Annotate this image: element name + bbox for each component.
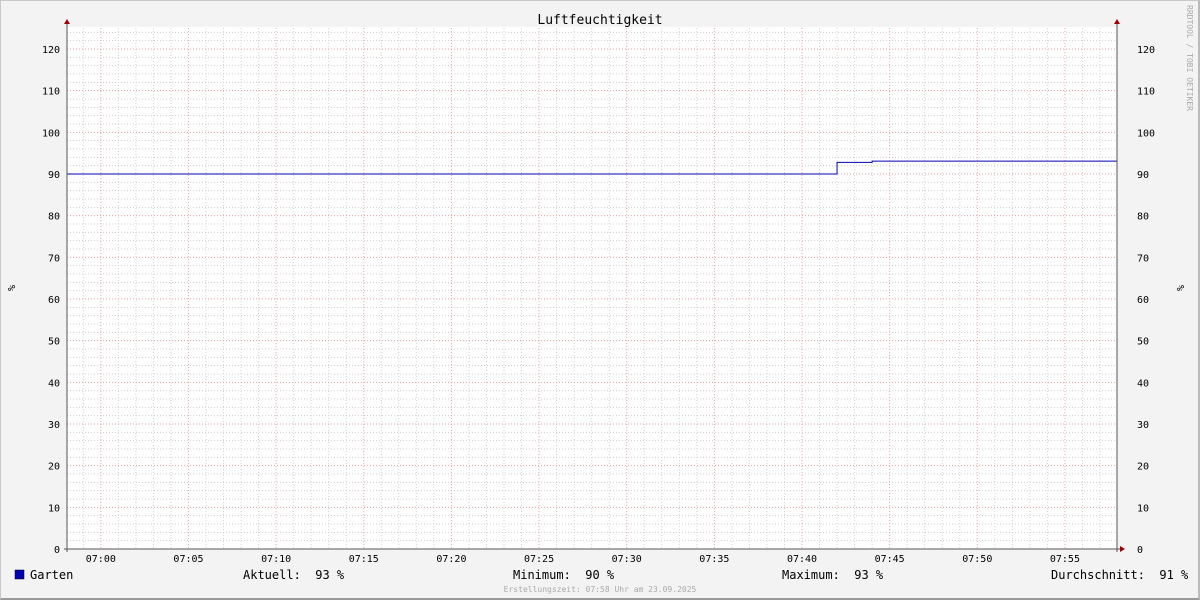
footer-timestamp: Erstellungszeit: 07:58 Uhr am 23.09.2025 xyxy=(504,585,697,594)
y-tick-label-right: 0 xyxy=(1137,545,1143,556)
series-line-garten xyxy=(67,160,1117,175)
y-tick-label-right: 60 xyxy=(1137,295,1149,306)
y-tick-label-left: 0 xyxy=(54,545,60,556)
x-tick-label: 07:20 xyxy=(436,554,466,565)
x-tick-label: 07:15 xyxy=(349,554,379,565)
grid xyxy=(67,28,1117,549)
legend-series-name: Garten xyxy=(30,568,73,582)
legend-durchschnitt: Durchschnitt: 91 % xyxy=(1051,568,1189,582)
y-tick-label-left: 90 xyxy=(48,170,60,181)
plot-area xyxy=(67,27,1117,549)
x-axis-arrow xyxy=(1120,546,1125,552)
x-tick-label: 07:40 xyxy=(787,554,817,565)
x-tick-label: 07:45 xyxy=(875,554,905,565)
y-tick-label-left: 120 xyxy=(42,45,60,56)
x-tick-label: 07:00 xyxy=(86,554,116,565)
x-tick-label: 07:50 xyxy=(962,554,992,565)
y-tick-label-right: 30 xyxy=(1137,420,1149,431)
y-tick-label-right: 100 xyxy=(1137,128,1155,139)
y-tick-label-left: 70 xyxy=(48,253,60,264)
y-tick-label-right: 20 xyxy=(1137,462,1149,473)
x-tick-label: 07:55 xyxy=(1050,554,1080,565)
legend-swatch xyxy=(14,569,25,580)
y-axis-arrow-right xyxy=(1114,19,1120,24)
x-tick-label: 07:25 xyxy=(524,554,554,565)
y-tick-label-right: 90 xyxy=(1137,170,1149,181)
legend-aktuell: Aktuell: 93 % xyxy=(243,568,345,582)
chart-title: Luftfeuchtigkeit xyxy=(537,13,662,28)
y-tick-label-left: 40 xyxy=(48,378,60,389)
watermark: RRDTOOL / TOBI OETIKER xyxy=(1185,5,1194,111)
y-tick-label-left: 20 xyxy=(48,462,60,473)
y-tick-label-left: 100 xyxy=(42,128,60,139)
x-tick-label: 07:05 xyxy=(173,554,203,565)
y-tick-label-left: 30 xyxy=(48,420,60,431)
y-tick-label-left: 80 xyxy=(48,212,60,223)
y-tick-label-left: 50 xyxy=(48,337,60,348)
y-axis-label-left: % xyxy=(5,285,16,291)
y-tick-label-right: 40 xyxy=(1137,378,1149,389)
legend-minimum: Minimum: 90 % xyxy=(513,568,615,582)
x-tick-label: 07:30 xyxy=(612,554,642,565)
y-tick-label-right: 110 xyxy=(1137,87,1155,98)
axes xyxy=(64,19,1125,552)
y-tick-label-right: 10 xyxy=(1137,503,1149,514)
x-tick-label: 07:10 xyxy=(261,554,291,565)
y-axis-label-right: % xyxy=(1174,285,1185,291)
y-axis-arrow-left xyxy=(64,19,70,24)
tick-labels: 0 0 10 10 20 20 30 30 40 40 50 50 60 60 70 70 80 80 90 90 10… xyxy=(42,45,1155,565)
y-tick-label-right: 120 xyxy=(1137,45,1155,56)
series-layer xyxy=(67,160,1117,175)
legend-maximum: Maximum: 93 % xyxy=(782,568,884,582)
y-tick-label-left: 10 xyxy=(48,503,60,514)
y-tick-label-right: 80 xyxy=(1137,212,1149,223)
y-tick-label-right: 70 xyxy=(1137,253,1149,264)
y-tick-label-left: 110 xyxy=(42,87,60,98)
y-tick-label-left: 60 xyxy=(48,295,60,306)
x-tick-label: 07:35 xyxy=(699,554,729,565)
y-tick-label-right: 50 xyxy=(1137,337,1149,348)
